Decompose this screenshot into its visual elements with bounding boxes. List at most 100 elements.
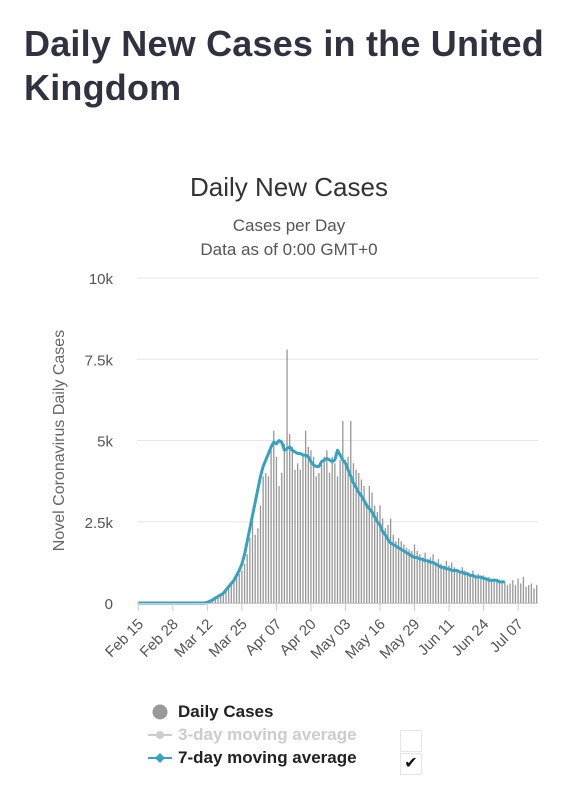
daily-cases-bar	[254, 534, 256, 603]
daily-cases-bar	[443, 567, 445, 603]
daily-cases-bar	[344, 460, 347, 603]
x-tick-label: Mar 25	[206, 616, 251, 661]
daily-cases-bar	[482, 575, 485, 603]
daily-cases-bar	[379, 505, 381, 603]
daily-cases-bar	[326, 450, 328, 603]
daily-cases-bar	[363, 486, 365, 603]
daily-cases-bar	[485, 578, 487, 603]
daily-cases-bar	[225, 590, 227, 603]
daily-cases-bar	[400, 541, 402, 603]
legend-label-daily-cases: Daily Cases	[178, 702, 274, 721]
daily-cases-bar	[435, 562, 437, 603]
x-tick-label: Jun 24	[449, 616, 493, 660]
daily-cases-bar	[243, 564, 246, 603]
daily-cases-bar	[331, 456, 333, 603]
daily-cases-bar	[342, 421, 344, 603]
daily-cases-bar	[312, 456, 315, 603]
daily-cases-bar	[230, 583, 232, 603]
chart-legend: Daily Cases 3-day moving average 7-day m…	[146, 700, 357, 769]
daily-cases-bar	[334, 463, 336, 603]
daily-cases-bar	[506, 585, 509, 603]
daily-cases-bar	[299, 469, 301, 603]
chart-subtitle-date: Data as of 0:00 GMT+0	[200, 240, 378, 259]
daily-cases-bar	[227, 586, 230, 603]
y-tick-label: 7.5k	[85, 352, 114, 369]
daily-cases-bar	[320, 463, 323, 603]
daily-cases-bar	[411, 551, 413, 603]
daily-cases-bar	[432, 554, 434, 603]
daily-cases-bar	[257, 528, 259, 603]
daily-cases-bar	[453, 567, 456, 603]
daily-cases-bar	[267, 476, 270, 603]
diamond-line-icon	[148, 753, 172, 763]
daily-cases-bar	[480, 577, 482, 603]
daily-cases-bar	[405, 547, 408, 603]
daily-cases-bar	[222, 593, 224, 603]
daily-cases-bar	[235, 577, 238, 603]
daily-cases-chart: 0 2.5k 5k 7.5k 10k Novel Coronavirus Daily Ca…	[51, 271, 538, 663]
daily-cases-bar	[458, 570, 461, 603]
daily-cases-bar	[297, 463, 299, 603]
daily-cases-bar	[488, 577, 490, 603]
daily-cases-bar	[294, 469, 296, 603]
daily-cases-bar	[304, 430, 307, 603]
daily-cases-bar	[421, 557, 424, 603]
daily-cases-bar	[490, 580, 493, 603]
daily-cases-bar	[376, 512, 378, 603]
daily-cases-bar	[528, 585, 530, 603]
circle-icon	[152, 704, 168, 720]
toggle-3-day-average-checkbox[interactable]	[400, 730, 422, 752]
daily-cases-bar	[461, 567, 463, 603]
daily-cases-bar	[533, 588, 535, 603]
daily-cases-bar	[477, 573, 479, 603]
daily-cases-bar	[355, 469, 357, 603]
legend-label-7-day-average: 7-day moving average	[178, 748, 357, 767]
daily-cases-bar	[289, 434, 291, 603]
legend-item-daily-cases[interactable]: Daily Cases	[146, 700, 357, 723]
daily-cases-bar	[358, 473, 360, 603]
legend-item-3-day-average[interactable]: 3-day moving average	[146, 723, 357, 746]
daily-cases-bar	[514, 585, 517, 603]
legend-item-7-day-average[interactable]: 7-day moving average	[146, 746, 357, 769]
daily-cases-bar	[265, 473, 267, 603]
daily-cases-bar	[408, 549, 410, 603]
daily-cases-bar	[501, 583, 503, 603]
daily-cases-bar	[395, 541, 397, 603]
daily-cases-bar	[238, 573, 240, 603]
daily-cases-bar	[504, 581, 506, 603]
x-tick-label: Feb 28	[137, 616, 182, 661]
daily-cases-bar	[424, 552, 426, 603]
x-tick-label: Jun 11	[415, 616, 458, 659]
daily-cases-bar	[347, 456, 349, 603]
daily-cases-bar	[451, 562, 453, 603]
daily-cases-bar	[536, 585, 538, 603]
daily-cases-bar	[474, 575, 477, 603]
daily-cases-bar	[419, 554, 421, 603]
x-tick-label: Feb 15	[102, 616, 147, 661]
daily-cases-bar	[323, 456, 325, 603]
legend-label-3-day-average: 3-day moving average	[178, 725, 357, 744]
daily-cases-bar	[381, 518, 384, 603]
daily-cases-bar	[464, 570, 466, 603]
daily-cases-bar	[368, 486, 371, 603]
y-tick-label: 2.5k	[85, 515, 114, 532]
toggle-7-day-average-checkbox[interactable]: ✔	[400, 753, 422, 775]
daily-cases-bar	[389, 518, 392, 603]
daily-cases-bar	[429, 557, 432, 603]
y-tick-label: 0	[105, 596, 113, 613]
daily-cases-bar	[509, 583, 511, 603]
x-tick-label: Mar 12	[171, 616, 216, 661]
daily-cases-bar	[318, 473, 320, 603]
daily-cases-bar	[283, 443, 286, 603]
daily-cases-bar	[241, 570, 243, 603]
daily-cases-bar	[352, 463, 355, 603]
daily-cases-bar	[249, 538, 251, 603]
daily-cases-bar	[307, 447, 309, 603]
daily-cases-bar	[448, 565, 450, 603]
x-tick-label: Apr 07	[242, 616, 285, 659]
daily-cases-bar	[273, 430, 275, 603]
daily-cases-bar	[315, 476, 317, 603]
daily-cases-bar	[350, 421, 352, 603]
daily-cases-bar	[520, 583, 522, 603]
daily-cases-bar	[403, 544, 405, 603]
